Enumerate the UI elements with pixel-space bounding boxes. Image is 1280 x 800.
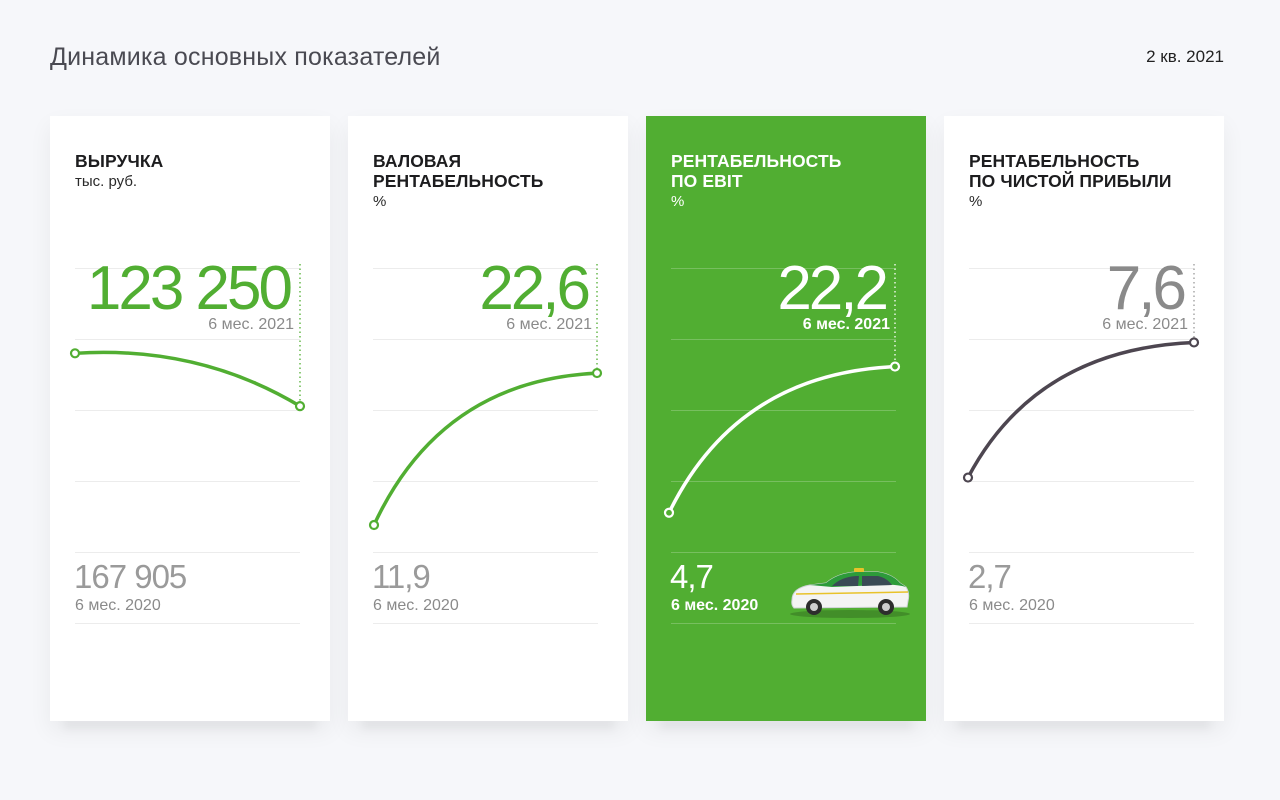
card-title: ВЫРУЧКА xyxy=(75,151,164,171)
card-unit: % xyxy=(969,193,983,210)
card-unit: % xyxy=(373,193,387,210)
gridline xyxy=(671,410,896,411)
data-point-current xyxy=(294,401,306,412)
gridline xyxy=(75,339,300,340)
data-point-previous xyxy=(962,472,974,483)
gridline xyxy=(969,268,1194,269)
series-line xyxy=(73,350,302,408)
gridline xyxy=(969,410,1194,411)
gridline xyxy=(671,623,896,624)
previous-period: 6 мес. 2020 xyxy=(969,597,1055,614)
gridline xyxy=(75,623,300,624)
card-ebit-margin: РЕНТАБЕЛЬНОСТЬ ПО EBIT % 22,2 6 мес. 202… xyxy=(646,116,926,721)
card-revenue: ВЫРУЧКА тыс. руб. 123 250 6 мес. 2021 16… xyxy=(50,116,330,721)
gridline xyxy=(75,268,300,269)
data-point-previous xyxy=(368,519,380,531)
gridline xyxy=(671,339,896,340)
current-period: 6 мес. 2021 xyxy=(1102,316,1188,333)
gridline xyxy=(373,339,598,340)
current-value: 22,2 xyxy=(777,254,889,323)
previous-value: 167 905 xyxy=(74,558,187,595)
gridline xyxy=(75,410,300,411)
previous-period: 6 мес. 2020 xyxy=(75,597,161,614)
previous-value: 11,9 xyxy=(372,558,431,595)
period-label: 2 кв. 2021 xyxy=(1146,47,1224,66)
card-gross-margin: ВАЛОВАЯ РЕНТАБЕЛЬНОСТЬ % 22,6 6 мес. 202… xyxy=(348,116,628,721)
data-point-current xyxy=(1188,337,1200,348)
line-chart xyxy=(69,264,306,412)
gridline xyxy=(969,339,1194,340)
gridline xyxy=(671,552,896,553)
data-point-previous xyxy=(69,348,81,359)
gridline xyxy=(969,552,1194,553)
card-title: РЕНТАБЕЛЬНОСТЬ ПО ЧИСТОЙ ПРИБЫЛИ xyxy=(969,151,1172,191)
gridline xyxy=(373,481,598,482)
gridline xyxy=(373,623,598,624)
previous-period: 6 мес. 2020 xyxy=(671,597,759,614)
series-line xyxy=(372,371,599,527)
current-value: 22,6 xyxy=(479,254,591,323)
gridline xyxy=(671,481,896,482)
line-chart xyxy=(368,264,603,531)
gridline xyxy=(75,552,300,553)
series-line xyxy=(966,340,1196,480)
line-chart xyxy=(962,264,1200,483)
current-value: 7,6 xyxy=(1106,254,1187,323)
gridline xyxy=(373,552,598,553)
gridline xyxy=(75,481,300,482)
line-chart xyxy=(663,264,901,518)
gridline xyxy=(969,481,1194,482)
data-point-previous xyxy=(663,507,675,518)
card-unit: % xyxy=(671,193,685,210)
previous-value: 2,7 xyxy=(968,558,1012,595)
data-point-current xyxy=(591,367,603,379)
previous-period: 6 мес. 2020 xyxy=(373,597,459,614)
gridline xyxy=(373,268,598,269)
current-value: 123 250 xyxy=(86,254,293,323)
data-point-current xyxy=(889,361,901,372)
page-title: Динамика основных показателей xyxy=(50,43,441,71)
gridline xyxy=(969,623,1194,624)
card-net-margin: РЕНТАБЕЛЬНОСТЬ ПО ЧИСТОЙ ПРИБЫЛИ % 7,6 6… xyxy=(944,116,1224,721)
gridline xyxy=(671,268,896,269)
previous-value: 4,7 xyxy=(670,558,714,595)
gridline xyxy=(373,410,598,411)
card-unit: тыс. руб. xyxy=(75,173,138,190)
current-period: 6 мес. 2021 xyxy=(506,316,592,333)
current-period: 6 мес. 2021 xyxy=(802,316,890,333)
card-title: ВАЛОВАЯ РЕНТАБЕЛЬНОСТЬ xyxy=(373,151,544,191)
current-period: 6 мес. 2021 xyxy=(208,316,294,333)
card-title: РЕНТАБЕЛЬНОСТЬ ПО EBIT xyxy=(671,151,842,191)
series-line xyxy=(667,364,897,515)
taxi-car-icon xyxy=(790,568,910,618)
